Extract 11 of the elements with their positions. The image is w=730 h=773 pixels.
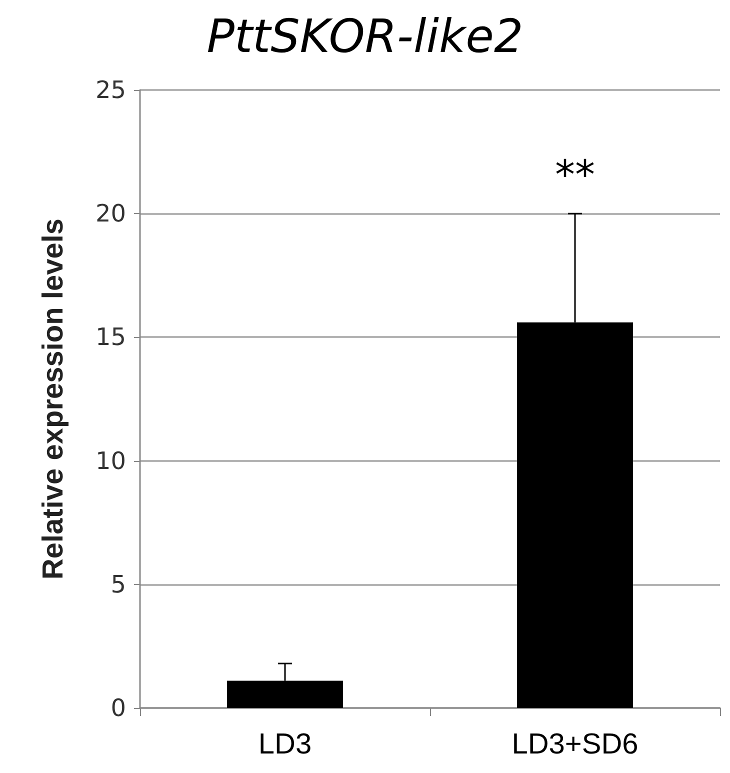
chart-title: PttSKOR-like2 xyxy=(206,9,524,63)
y-tick-label: 5 xyxy=(110,570,126,598)
x-tick-label: LD3+SD6 xyxy=(512,728,638,760)
annotation: ** xyxy=(555,152,595,199)
y-tick-label: 25 xyxy=(95,76,126,104)
x-tick-label: LD3 xyxy=(258,728,312,760)
y-tick-label: 20 xyxy=(95,200,126,228)
y-tick-label: 10 xyxy=(95,446,126,475)
y-tick-label: 15 xyxy=(95,323,126,352)
y-axis-title: Relative expression levels xyxy=(38,218,70,580)
y-tick-label: 0 xyxy=(110,694,126,722)
